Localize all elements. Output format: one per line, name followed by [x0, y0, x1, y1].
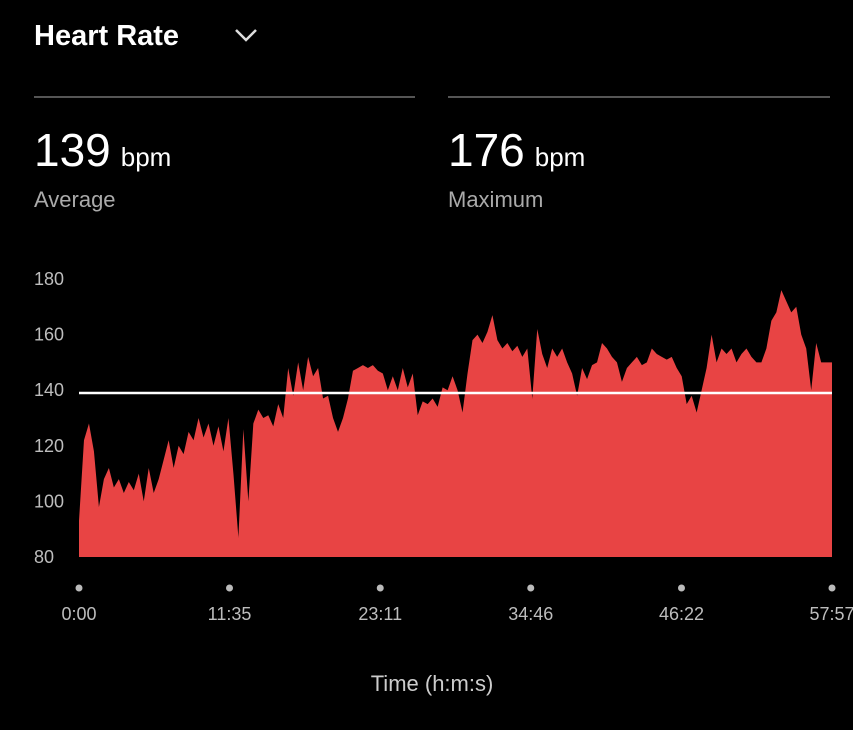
stat-maximum: 176 bpm — [448, 124, 585, 176]
stat-unit: bpm — [535, 142, 586, 172]
x-axis-label: Time (h:m:s) — [371, 671, 494, 696]
chart: 80 100 120 140 160 180 0:00 11:35 23:11 34:46 46:2… — [34, 269, 853, 624]
stat-label: Maximum — [448, 187, 543, 212]
y-tick-label: 100 — [34, 491, 64, 511]
x-tick-label: 0:00 — [61, 604, 96, 624]
y-tick-label: 180 — [34, 269, 64, 289]
stat-label: Average — [34, 187, 116, 212]
x-tick-dot — [677, 584, 685, 592]
y-tick-label: 160 — [34, 325, 64, 345]
stat-unit: bpm — [121, 142, 172, 172]
stat-average: 139 bpm — [34, 124, 171, 176]
x-tick-label: 46:22 — [659, 604, 704, 624]
x-tick-label: 23:11 — [358, 604, 402, 624]
heart-rate-area — [79, 290, 832, 557]
x-tick-dot — [828, 584, 836, 592]
stat-value: 176 — [448, 124, 525, 176]
y-tick-label: 80 — [34, 547, 54, 567]
stat-value: 139 — [34, 124, 111, 176]
x-tick-dot — [527, 584, 535, 592]
y-tick-label: 140 — [34, 380, 64, 400]
x-tick-dot — [75, 584, 83, 592]
x-tick-dot — [226, 584, 234, 592]
x-tick-label: 34:46 — [508, 604, 553, 624]
dropdown-chevron[interactable] — [235, 29, 257, 42]
x-tick-label: 57:57 — [809, 604, 853, 624]
x-tick-label: 11:35 — [208, 604, 252, 624]
page-title[interactable]: Heart Rate — [34, 20, 179, 52]
y-tick-label: 120 — [34, 436, 64, 456]
x-tick-dot — [376, 584, 384, 592]
